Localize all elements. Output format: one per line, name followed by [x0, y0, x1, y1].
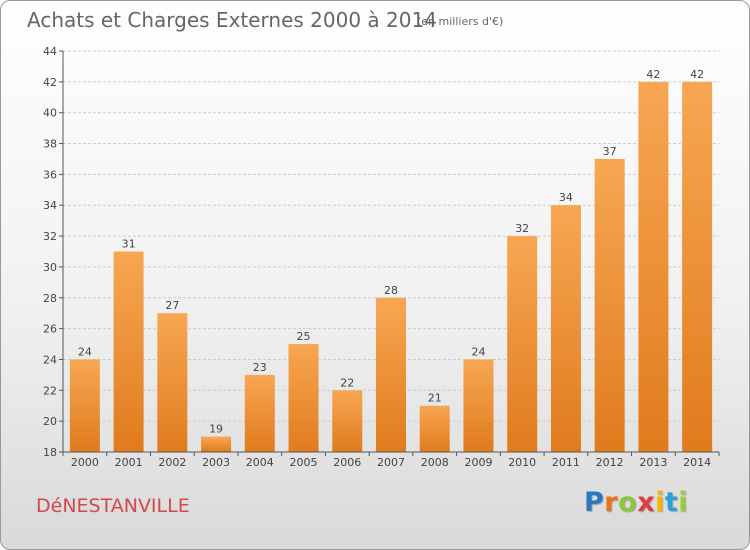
data-label: 21 — [428, 392, 442, 405]
y-tick-label: 26 — [43, 323, 57, 336]
x-tick-label: 2006 — [333, 456, 361, 469]
x-tick-label: 2007 — [377, 456, 405, 469]
bar — [201, 436, 232, 452]
data-label: 28 — [384, 284, 398, 297]
bars — [69, 81, 713, 452]
chart-subtitle: (en milliers d'€) — [417, 15, 504, 28]
y-tick-label: 20 — [43, 415, 57, 428]
bar — [69, 359, 100, 452]
y-tick-label: 36 — [43, 168, 57, 181]
data-label: 32 — [515, 222, 529, 235]
y-tick-label: 34 — [43, 199, 57, 212]
data-label: 24 — [471, 345, 485, 358]
x-tick-label: 2002 — [158, 456, 186, 469]
data-label: 24 — [78, 345, 92, 358]
bar — [682, 81, 713, 452]
logo-letter: r — [604, 487, 619, 518]
data-label: 37 — [603, 145, 617, 158]
chart-title: Achats et Charges Externes 2000 à 2014 — [27, 8, 437, 32]
y-tick-label: 18 — [43, 446, 57, 459]
data-label: 42 — [646, 68, 660, 81]
y-tick-label: 44 — [43, 45, 57, 58]
bar — [463, 359, 494, 452]
y-tick-label: 32 — [43, 230, 57, 243]
data-label: 42 — [690, 68, 704, 81]
data-label: 34 — [559, 191, 573, 204]
y-tick-label: 22 — [43, 384, 57, 397]
x-tick-label: 2000 — [71, 456, 99, 469]
x-tick-label: 2011 — [552, 456, 580, 469]
bar — [638, 81, 669, 452]
data-label: 25 — [297, 330, 311, 343]
x-tick-label: 2005 — [290, 456, 318, 469]
data-label: 22 — [340, 376, 354, 389]
labels: 18 20 22 24 26 28 30 32 34 36 38 40 42 44 24 2000 31 2001… — [43, 45, 711, 469]
x-tick-label: 2001 — [115, 456, 143, 469]
x-tick-label: 2013 — [639, 456, 667, 469]
bar — [332, 390, 363, 452]
data-label: 23 — [253, 361, 267, 374]
data-label: 27 — [165, 299, 179, 312]
bar — [594, 158, 625, 452]
bar — [157, 313, 188, 452]
bar — [244, 374, 275, 452]
logo-letter: i — [655, 487, 665, 518]
y-tick-label: 24 — [43, 353, 57, 366]
y-tick-label: 42 — [43, 76, 57, 89]
logo-letter: o — [618, 487, 638, 518]
y-tick-label: 38 — [43, 138, 57, 151]
x-tick-label: 2012 — [596, 456, 624, 469]
bar — [507, 236, 538, 452]
x-tick-label: 2009 — [464, 456, 492, 469]
x-tick-label: 2014 — [683, 456, 711, 469]
proxiti-logo: Proxiti — [584, 487, 688, 518]
data-label: 19 — [209, 423, 223, 436]
bar — [419, 405, 450, 452]
commune-name: DéNESTANVILLE — [36, 495, 190, 517]
logo-letter: t — [664, 487, 679, 518]
x-tick-label: 2008 — [421, 456, 449, 469]
logo-letter: x — [637, 487, 656, 518]
axes — [59, 50, 720, 456]
bar — [113, 251, 144, 452]
logo-letter: i — [678, 487, 689, 518]
bar — [288, 344, 319, 452]
x-tick-label: 2004 — [246, 456, 274, 469]
y-tick-label: 40 — [43, 107, 57, 120]
bar — [376, 297, 406, 452]
logo-letter: P — [584, 487, 605, 518]
x-tick-label: 2003 — [202, 456, 230, 469]
y-tick-label: 28 — [43, 292, 57, 305]
bar — [550, 205, 581, 452]
x-tick-label: 2010 — [508, 456, 536, 469]
data-label: 31 — [122, 238, 136, 251]
y-tick-label: 30 — [43, 261, 57, 274]
